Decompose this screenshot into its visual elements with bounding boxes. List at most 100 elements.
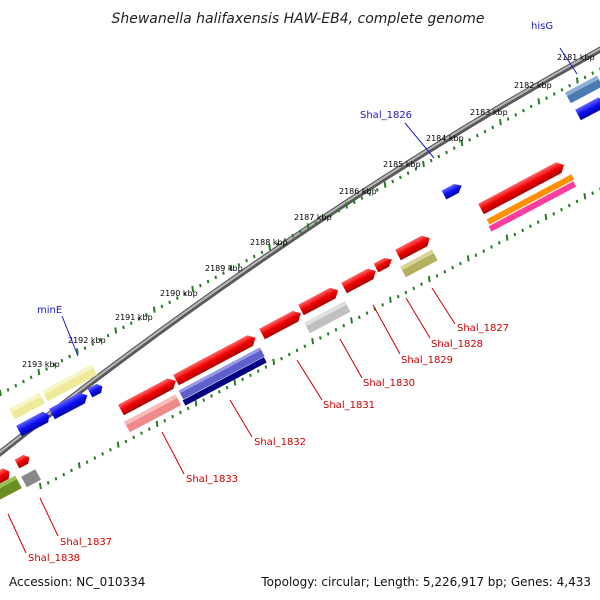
tick-dot <box>345 202 348 209</box>
tick-dot <box>275 242 279 246</box>
tick-dot <box>537 98 541 105</box>
tick-dot <box>342 323 346 328</box>
gene-shal-1837-block <box>14 454 30 469</box>
forward-genes <box>9 75 600 437</box>
tick-dot <box>101 452 104 456</box>
gene-shal-1838-block <box>0 468 10 488</box>
tick-dot <box>14 383 18 388</box>
tick-dot <box>303 344 307 349</box>
tick-dot <box>334 327 338 332</box>
tick-dot <box>137 317 141 321</box>
gene-shal-1838b-block <box>0 475 22 503</box>
outer-gene-labels: hisG Shal_1826 minE <box>37 21 553 316</box>
tick-dot <box>83 346 87 350</box>
tick-dot-track <box>0 67 600 397</box>
tick-label: 2193 kbp <box>22 360 60 369</box>
tick-dot <box>46 481 50 485</box>
tick-dot <box>427 275 431 283</box>
tick-dot <box>45 367 48 371</box>
tick-dot <box>264 365 268 369</box>
tick-dot <box>194 400 198 407</box>
reverse-genes <box>0 162 577 503</box>
tick-dot <box>311 338 315 345</box>
tick-dot <box>375 188 379 192</box>
tick-dot <box>591 71 595 75</box>
tick-label: 2181 kbp <box>557 53 595 62</box>
tick-dot <box>522 108 525 113</box>
tick-dot <box>68 354 71 359</box>
tick-dot <box>357 315 361 320</box>
tick-dot <box>287 352 291 357</box>
tick-dot <box>225 385 229 390</box>
tick-dot <box>54 476 58 481</box>
tick-dot <box>460 139 464 147</box>
tick-dot <box>29 375 33 380</box>
tick-dot <box>406 171 410 175</box>
gene-mine-block <box>87 383 103 398</box>
accession-label: Accession: NC_010334 <box>9 575 145 589</box>
gene-blue-block-2 <box>49 392 88 420</box>
tick-dot <box>459 261 462 266</box>
tick-label: 2191 kbp <box>115 313 153 322</box>
tick-dot <box>39 482 42 490</box>
tick-dot <box>497 241 501 245</box>
tick-dot <box>122 325 125 330</box>
gene-yellow-block-1 <box>42 364 98 402</box>
tick-dot <box>391 179 395 184</box>
tick-dot <box>160 304 164 309</box>
tick-dot <box>389 296 392 303</box>
gene-label-shal-1830: Shal_1830 <box>363 378 415 389</box>
tick-dot <box>381 303 384 307</box>
tick-dot <box>191 285 195 292</box>
gene-label-shal-1837: Shal_1837 <box>60 537 112 548</box>
inner-dot-track <box>39 187 600 490</box>
tick-dot <box>306 223 310 230</box>
tick-dot <box>222 271 225 275</box>
tick-dot <box>575 77 579 84</box>
tick-dot <box>22 379 25 384</box>
gene-blue-block <box>575 97 600 121</box>
tick-dot <box>583 75 587 80</box>
tick-dot <box>75 348 79 355</box>
tick-label: 2188 kbp <box>250 238 288 247</box>
tick-label: 2187 kbp <box>294 213 332 222</box>
gene-shal-1826-block <box>441 184 462 200</box>
tick-dot <box>272 358 276 365</box>
tick-label: 2183 kbp <box>470 108 508 117</box>
tick-label: 2182 kbp <box>514 81 552 90</box>
tick-dot <box>396 294 400 299</box>
gene-label-shal-1833: Shal_1833 <box>186 474 238 485</box>
gene-shal-1828-block <box>395 235 430 261</box>
tick-dot <box>326 332 330 336</box>
tick-dot <box>93 456 97 460</box>
tick-dot <box>186 406 190 411</box>
tick-label: 2189 kbp <box>205 264 243 273</box>
tick-dot <box>521 228 524 233</box>
tick-dot <box>414 167 418 171</box>
tick-dot <box>291 233 295 238</box>
tick-dot <box>163 419 167 423</box>
map-title: Shewanella halifaxensis HAW-EB4, complet… <box>111 11 484 27</box>
topology-label: Topology: circular; Length: 5,226,917 bp… <box>260 575 591 589</box>
tick-dot <box>52 363 56 367</box>
tick-dot <box>145 313 148 317</box>
tick-dot <box>37 369 41 376</box>
tick-dot <box>506 117 510 121</box>
tick-dot <box>499 119 502 126</box>
tick-dot <box>443 270 447 274</box>
tick-dot <box>383 181 387 188</box>
gene-shal-1833b-block <box>124 394 182 433</box>
gene-label-hisG: hisG <box>531 21 553 32</box>
tick-dot <box>368 192 371 196</box>
gene-label-shal-1826: Shal_1826 <box>360 110 412 121</box>
tick-dot <box>124 439 128 444</box>
tick-dot <box>437 154 441 159</box>
tick-dot <box>329 213 333 217</box>
gene-shal-1830-block <box>341 268 376 294</box>
tick-dot <box>0 389 2 397</box>
gene-shal-1832c-block <box>182 357 267 406</box>
tick-dot <box>106 333 110 338</box>
tick-dot <box>252 254 256 259</box>
tick-dot <box>360 196 364 200</box>
